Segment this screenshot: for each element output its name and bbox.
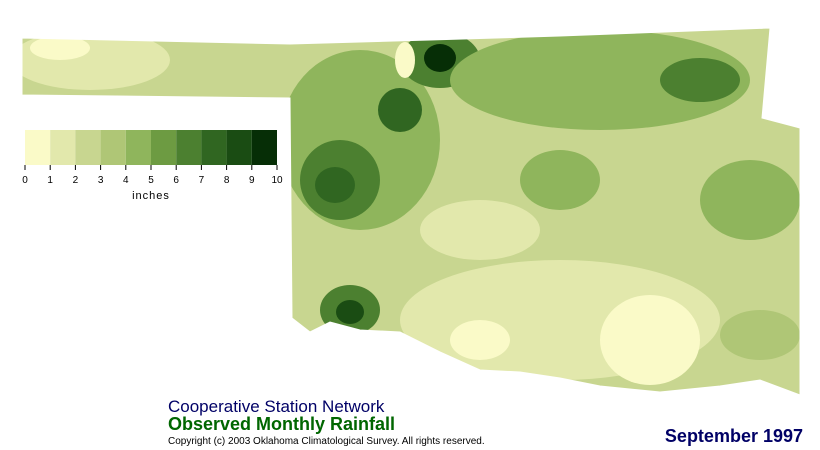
legend-tick-label: 3 xyxy=(98,175,104,186)
legend-swatch xyxy=(251,130,277,165)
legend-unit: inches xyxy=(132,190,170,202)
legend-tick-label: 0 xyxy=(22,175,28,186)
legend-tick-label: 7 xyxy=(199,175,205,186)
legend-swatch xyxy=(75,130,101,165)
legend-swatch xyxy=(226,130,252,165)
legend-tick-label: 9 xyxy=(249,175,255,186)
map-title: Observed Monthly Rainfall xyxy=(168,414,395,434)
legend-swatch xyxy=(151,130,177,165)
legend-tick-label: 5 xyxy=(148,175,154,186)
legend-swatch xyxy=(50,130,76,165)
legend: 0 1 2 3 4 5 6 7 8 9 10 inches xyxy=(22,130,283,202)
copyright: Copyright (c) 2003 Oklahoma Climatologic… xyxy=(168,436,485,447)
legend-tick-label: 8 xyxy=(224,175,230,186)
legend-tick-label: 2 xyxy=(73,175,79,186)
legend-swatch xyxy=(25,130,51,165)
network-label: Cooperative Station Network xyxy=(168,397,385,416)
legend-tick-label: 10 xyxy=(271,175,283,186)
legend-tick-label: 6 xyxy=(173,175,179,186)
legend-swatch xyxy=(125,130,151,165)
legend-tick-label: 1 xyxy=(47,175,53,186)
state-outline xyxy=(21,27,801,396)
legend-swatch xyxy=(201,130,227,165)
legend-tick-label: 4 xyxy=(123,175,129,186)
legend-swatch xyxy=(176,130,202,165)
legend-swatch xyxy=(100,130,126,165)
date: September 1997 xyxy=(665,426,803,446)
